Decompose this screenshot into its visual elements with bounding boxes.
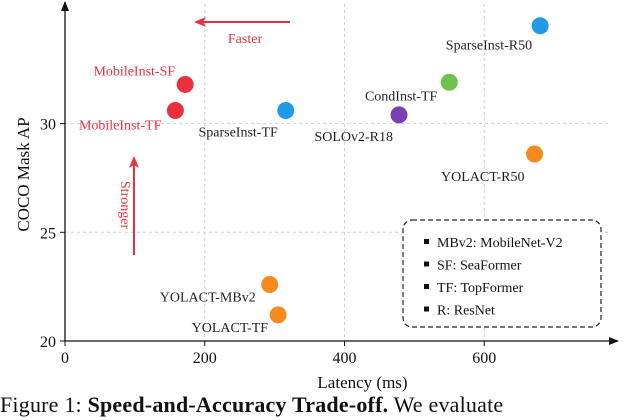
y-tick-label: 30 [40, 117, 56, 134]
legend-bullet [424, 306, 429, 312]
x-axis-title: Latency (ms) [317, 373, 407, 392]
figure-caption: Figure 1: Speed-and-Accuracy Trade-off. … [0, 392, 640, 418]
legend-item: R: ResNet [437, 304, 495, 319]
legend-item: TF: TopFormer [437, 281, 524, 296]
legend-box [402, 219, 602, 328]
point-label: YOLACT-TF [192, 321, 269, 336]
legend-bullet [424, 261, 429, 267]
point-label: MobileInst-SF [93, 64, 175, 79]
legend-bullet [424, 239, 429, 244]
x-tick-label: 600 [472, 350, 496, 367]
caption-text: We evaluate [393, 392, 504, 417]
data-point [269, 306, 287, 324]
data-point [166, 102, 184, 120]
faster-label: Faster [228, 32, 263, 47]
caption-prefix: Figure 1: [0, 392, 82, 417]
y-axis-title: COCO Mask AP [14, 117, 33, 231]
data-point [261, 275, 279, 293]
caption-title: Speed-and-Accuracy Trade-off. [87, 392, 389, 417]
x-tick-label: 0 [61, 350, 69, 367]
point-label: SparseInst-TF [198, 126, 278, 141]
data-point [526, 145, 544, 163]
legend-item: MBv2: MobileNet-V2 [437, 236, 563, 251]
point-label: YOLACT-MBv2 [160, 290, 256, 305]
data-point [531, 17, 549, 35]
data-point [176, 75, 194, 93]
point-label: SOLOv2-R18 [314, 130, 393, 145]
legend-item: SF: SeaFormer [437, 259, 522, 274]
data-point [440, 73, 458, 91]
data-point [277, 102, 295, 120]
point-label: MobileInst-TF [79, 119, 162, 134]
y-tick-label: 20 [40, 334, 56, 351]
point-label: YOLACT-R50 [441, 170, 525, 185]
y-tick-label: 25 [40, 225, 56, 242]
point-label: CondInst-TF [365, 89, 438, 104]
scatter-chart: 0 200 400 600 20 25 30 Latency (ms) COCO Mask AP… [14, 1, 619, 392]
point-label: SparseInst-R50 [446, 39, 532, 54]
legend-bullet [424, 284, 429, 289]
x-tick-label: 400 [332, 350, 356, 367]
data-point [390, 106, 408, 124]
x-tick-label: 200 [193, 350, 217, 367]
stronger-label: Stronger [117, 181, 132, 230]
